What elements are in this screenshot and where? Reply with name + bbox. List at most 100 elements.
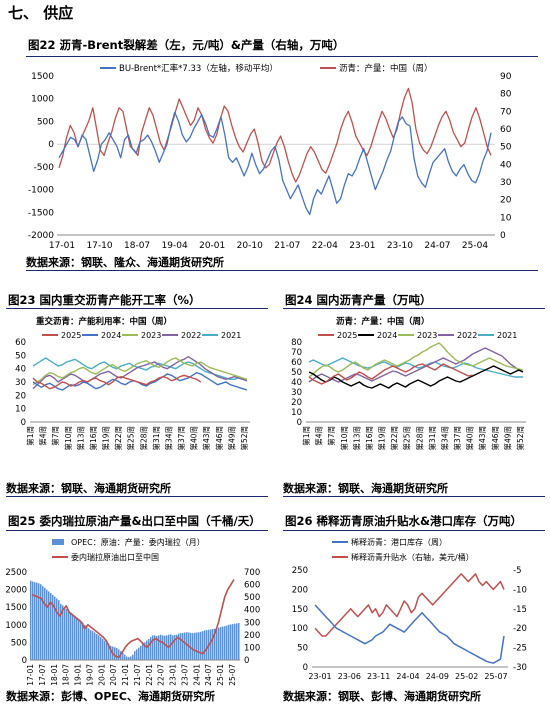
- right-axis-tick-label: -15: [513, 605, 527, 615]
- production-bar: [216, 628, 218, 660]
- production-bar: [62, 605, 64, 660]
- production-bar: [94, 632, 96, 660]
- season-x-tick-label: 第43周: [477, 426, 487, 451]
- figure-22-rule: [26, 56, 538, 57]
- y-axis-tick-label: 60: [291, 358, 302, 368]
- production-bar: [32, 581, 34, 660]
- production-bar: [74, 616, 76, 660]
- c25-x-tick-label: 20-01: [97, 664, 106, 686]
- production-bar: [54, 596, 56, 660]
- c22-x-tick-label: 23-10: [387, 241, 413, 251]
- legend-2022-label: 2022: [181, 331, 201, 340]
- right-axis-tick-label: 80: [500, 90, 512, 100]
- legend-2023-label: 2023: [141, 331, 161, 340]
- c25-x-tick-label: 25-07: [228, 664, 237, 686]
- production-bar: [128, 657, 130, 660]
- season-x-tick-label: 第37周: [452, 426, 462, 451]
- series-port-inventory-line: [314, 604, 505, 664]
- legend-production-swatch: [52, 539, 64, 545]
- production-bar: [180, 633, 182, 660]
- c25-x-tick-label: 17-01: [26, 664, 35, 686]
- c22-x-tick-label: 20-10: [237, 241, 263, 251]
- y-axis-tick-label: 50: [291, 368, 302, 378]
- legend-port-inventory-label: 稀释沥青：港口库存（周）: [351, 537, 447, 547]
- production-bar: [84, 624, 86, 660]
- season-x-tick-label: 第40周: [189, 426, 199, 451]
- production-bar: [194, 632, 196, 660]
- series-2025-line: [308, 363, 473, 385]
- left-axis-tick-label: 1500: [5, 603, 27, 613]
- right-axis-tick-label: 200: [244, 631, 260, 641]
- season-x-tick-label: 第31周: [427, 426, 437, 451]
- production-bar: [46, 589, 48, 660]
- production-bar: [196, 632, 198, 660]
- figure-23-bottom-rule: [6, 496, 268, 497]
- c22-x-tick-label: 24-07: [424, 241, 450, 251]
- legend-2024-label: 2024: [377, 331, 397, 340]
- c22-x-tick-label: 19-04: [162, 241, 188, 251]
- figure-25-title: 图25 委内瑞拉原油产量&出口至中国（千桶/天）: [8, 514, 261, 528]
- production-bar: [100, 637, 102, 660]
- legend-2021-label: 2021: [497, 331, 517, 340]
- production-bar: [220, 626, 222, 660]
- figure-22-chart: -2000 -1500 -1000 -500 0 500 1000 1500 0 10 20 30 40…: [28, 63, 512, 251]
- production-bar: [50, 593, 52, 660]
- season-x-tick-label: 第13周: [75, 426, 85, 451]
- production-bar: [200, 631, 202, 660]
- left-axis-tick-label: 50: [297, 644, 308, 654]
- c25-x-tick-label: 24-07: [204, 664, 213, 686]
- right-axis-tick-label: 700: [244, 568, 260, 578]
- right-axis-tick-label: 100: [244, 643, 260, 653]
- season-x-tick-label: 第7周: [326, 426, 336, 446]
- legend-export-china-label: 委内瑞拉原油出口至中国: [71, 552, 159, 562]
- right-axis-tick-label: 90: [500, 72, 512, 82]
- production-bar: [126, 656, 128, 660]
- season-x-tick-label: 第28周: [414, 426, 424, 451]
- season-x-tick-label: 第43周: [201, 426, 211, 451]
- season-x-tick-label: 第10周: [339, 426, 349, 451]
- series-crack-spread-line: [58, 111, 492, 216]
- figure-24-source: 数据来源：钢联、海通期货研究所: [283, 482, 448, 495]
- season-x-tick-label: 第52周: [239, 426, 249, 451]
- production-bar: [142, 644, 144, 660]
- production-bar: [212, 629, 214, 660]
- c25-x-tick-label: 23-07: [180, 664, 189, 686]
- production-bar: [234, 623, 236, 660]
- production-bar: [108, 644, 110, 660]
- season-x-tick-label: 第31周: [151, 426, 161, 451]
- production-bar: [82, 623, 84, 660]
- y-axis-tick-label: 60: [15, 338, 26, 348]
- right-axis-tick-label: -20: [513, 624, 527, 634]
- season-x-tick-label: 第40周: [465, 426, 475, 451]
- legend-2025-label: 2025: [61, 331, 81, 340]
- left-axis-tick-label: 2500: [5, 568, 27, 578]
- season-x-tick-label: 第4周: [38, 426, 48, 446]
- right-axis-tick-label: 30: [500, 178, 512, 188]
- production-bar: [110, 645, 112, 660]
- left-axis-tick-label: -2000: [28, 231, 54, 241]
- production-bar: [228, 624, 230, 660]
- series-2022-line: [32, 356, 248, 390]
- left-axis-tick-label: 150: [292, 605, 308, 615]
- figure-26-chart: 0 50 100 150 200 250 -30 -25 -20 -15 -10 -5 23-01 23-…: [292, 537, 527, 681]
- production-bar: [44, 587, 46, 660]
- production-bar: [136, 649, 138, 660]
- c22-x-tick-label: 22-04: [312, 241, 338, 251]
- production-bar: [60, 603, 62, 660]
- y-axis-tick-label: 40: [15, 365, 26, 375]
- season-x-tick-label: 第46周: [490, 426, 500, 451]
- legend-2025-label: 2025: [337, 331, 357, 340]
- y-axis-tick-label: 50: [15, 351, 26, 361]
- production-bar: [116, 648, 118, 660]
- right-axis-tick-label: -30: [513, 663, 527, 673]
- production-bar: [76, 617, 78, 660]
- left-axis-tick-label: 250: [292, 566, 308, 576]
- production-bar: [64, 607, 66, 660]
- c25-x-tick-label: 23-01: [169, 664, 178, 686]
- c25-x-tick-label: 21-01: [121, 664, 130, 686]
- figure-22-bottom-rule: [26, 270, 538, 271]
- c25-x-tick-label: 22-07: [157, 664, 166, 686]
- legend-2023-label: 2023: [417, 331, 437, 340]
